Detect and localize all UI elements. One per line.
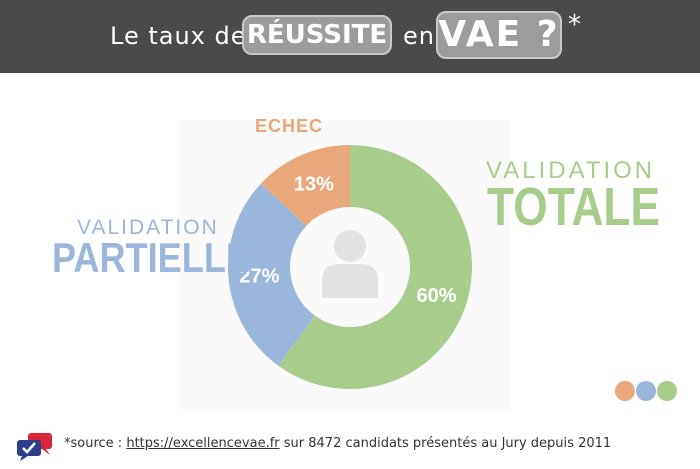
slice-label-2: 13%	[294, 173, 334, 195]
header-asterisk: *	[568, 10, 581, 40]
header-middle: en	[403, 22, 435, 50]
legend-dot-green	[657, 381, 677, 401]
slice-label-1: 27%	[239, 266, 279, 288]
header-highlight-reussite: RÉUSSITE	[242, 15, 392, 55]
donut-slices	[228, 145, 472, 389]
label-totale-big: TOTALE	[487, 177, 661, 237]
person-icon	[322, 230, 378, 298]
legend-dot-blue	[636, 381, 656, 401]
label-partielle-big: PARTIELLE	[52, 234, 251, 281]
slice-0	[278, 145, 472, 389]
header-banner: Le taux de RÉUSSITE en VAE ? *	[0, 0, 700, 73]
label-totale-small: VALIDATION	[486, 157, 656, 184]
slice-labels: 60% 27% 13%	[239, 173, 456, 307]
footer-link[interactable]: https://excellencevae.fr	[126, 436, 280, 451]
label-echec: ECHEC	[255, 116, 324, 136]
slice-1	[228, 183, 315, 366]
footer-source: *source : https://excellencevae.fr sur 8…	[64, 436, 611, 451]
slice-2	[261, 145, 350, 226]
chat-bubbles-icon	[17, 433, 52, 461]
label-partielle-small: VALIDATION	[77, 216, 219, 239]
header-highlight-vae: VAE ?	[436, 11, 562, 59]
footer-prefix: *source :	[64, 436, 123, 451]
header-prefix: Le taux de	[110, 22, 247, 50]
legend-dot-orange	[615, 381, 635, 401]
slice-label-0: 60%	[417, 285, 457, 307]
footer-suffix: sur 8472 candidats présentés au Jury dep…	[283, 436, 612, 451]
